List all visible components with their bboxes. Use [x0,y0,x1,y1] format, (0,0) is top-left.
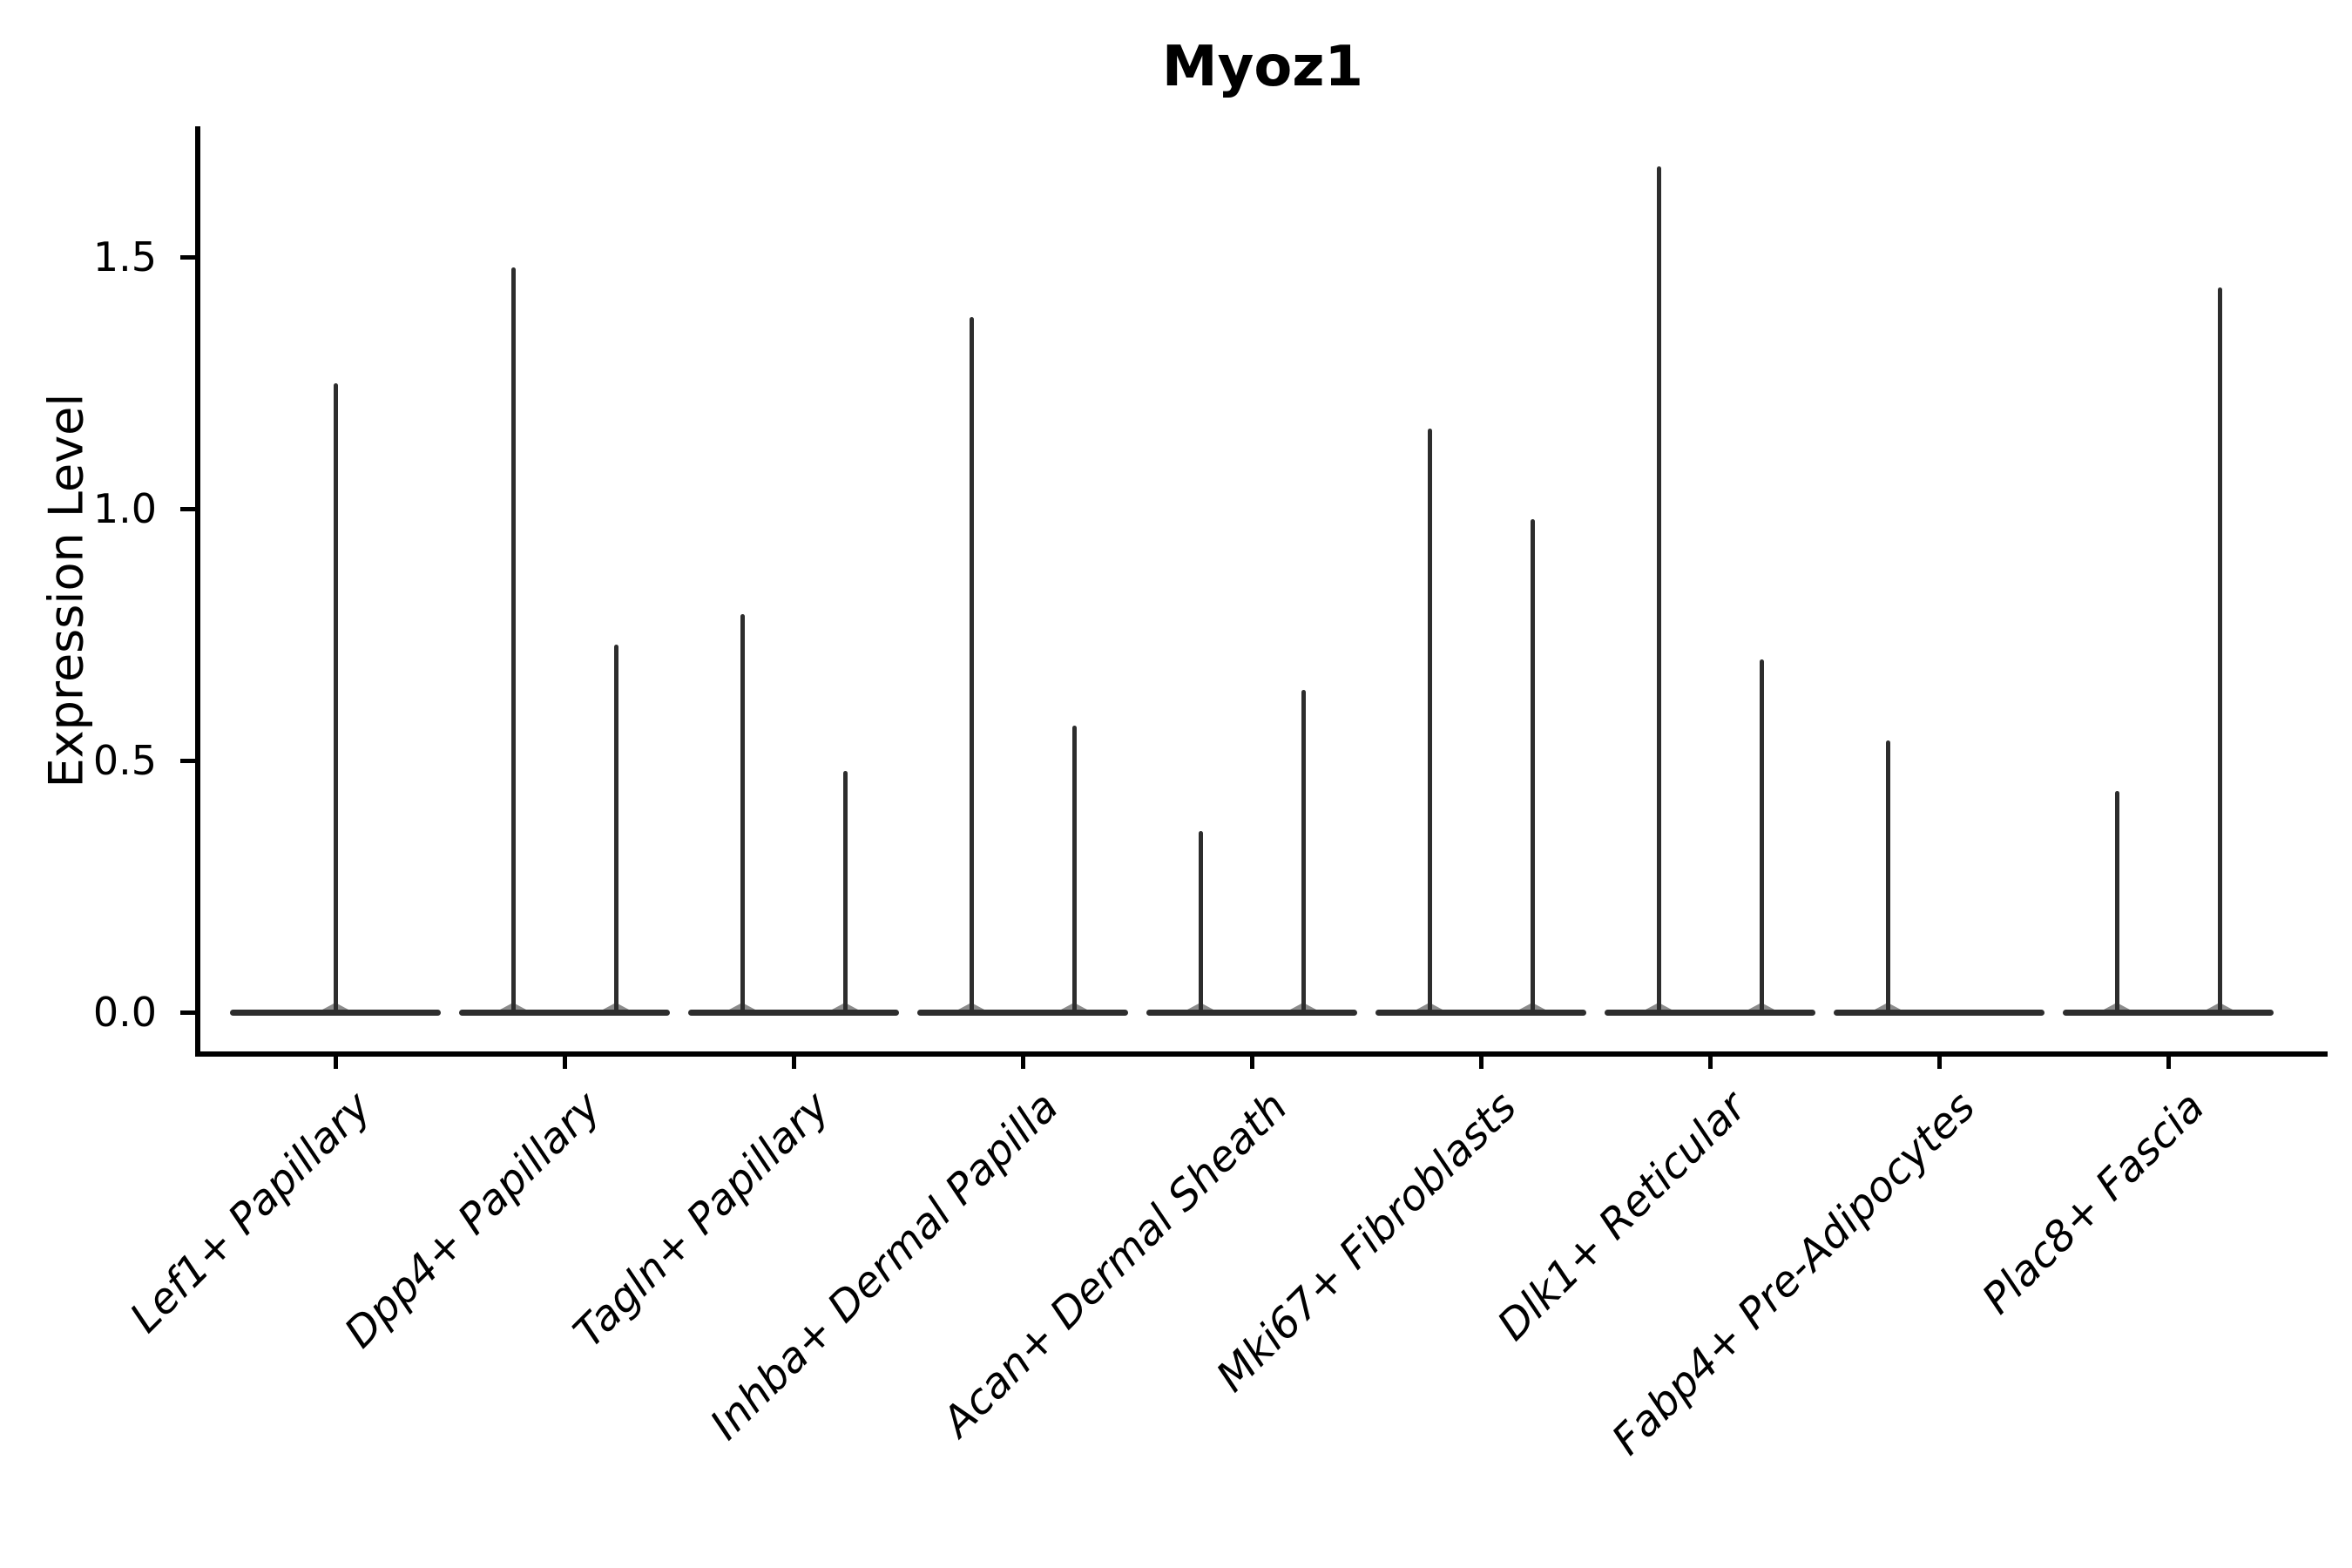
x-tick-mark [791,1054,796,1069]
violin-spike [1301,690,1306,1014]
x-tick-mark [2166,1054,2171,1069]
x-axis-spine [195,1051,2328,1057]
x-tick-mark [1020,1054,1025,1069]
x-axis-category-label: Fabp4+ Pre-Adipocytes [1602,1082,1985,1465]
violin-spike [740,614,745,1014]
violin-spike [1071,725,1077,1014]
violin-foot [958,1002,984,1010]
violin-foot [1416,1002,1443,1010]
violin-spike [1427,428,1432,1014]
violin-spike [1759,659,1764,1014]
violin-foot [1061,1002,1087,1010]
y-axis-spine [195,126,200,1057]
violin-foot [1290,1002,1316,1010]
violin-spike [613,645,618,1014]
y-tick-mark [180,758,195,763]
y-tick-mark [180,254,195,260]
violin-baseline [1605,1009,1815,1016]
x-tick-mark [333,1054,338,1069]
y-tick-label: 1.5 [92,233,157,280]
x-tick-mark [1936,1054,1942,1069]
violin-foot [1646,1002,1672,1010]
y-tick-label: 1.0 [92,485,157,532]
violin-spike [333,382,338,1014]
violin-spike [2217,287,2222,1014]
violin-foot [1875,1002,1901,1010]
violin-spike [1198,830,1203,1014]
y-tick-mark [180,1010,195,1015]
y-tick-mark [180,506,195,511]
violin-spike [1656,166,1661,1014]
violin-spike [969,317,974,1014]
y-tick-label: 0.0 [92,989,157,1036]
violin-baseline [688,1009,899,1016]
violin-baseline [917,1009,1128,1016]
violin-foot [729,1002,755,1010]
violin-baseline [2063,1009,2274,1016]
x-axis-category-label: Plac8+ Fascia [1972,1082,2214,1324]
violin-foot [1187,1002,1213,1010]
violin-spike [842,770,848,1014]
x-axis-category-label: Tagln+ Papillary [564,1082,840,1357]
y-tick-label: 0.5 [92,737,157,784]
x-tick-mark [1478,1054,1484,1069]
violin-baseline [1834,1009,2044,1016]
violin-foot [1519,1002,1545,1010]
violin-foot [832,1002,858,1010]
violin-baseline [1375,1009,1586,1016]
violin-foot [322,1002,348,1010]
violin-foot [603,1002,629,1010]
x-axis-category-label: Lef1+ Papillary [121,1082,382,1342]
y-axis-title: Expression Level [38,393,94,787]
violin-spike [2114,790,2119,1014]
x-tick-mark [1249,1054,1254,1069]
violin-baseline [1146,1009,1357,1016]
violin-foot [500,1002,526,1010]
violin-foot [2104,1002,2130,1010]
x-tick-mark [1707,1054,1713,1069]
violin-spike [510,267,516,1014]
violin-foot [2207,1002,2233,1010]
x-axis-category-label: Dpp4+ Papillary [335,1082,611,1358]
x-tick-mark [562,1054,567,1069]
violin-foot [1748,1002,1774,1010]
x-axis-category-label: Dlk1+ Reticular [1487,1082,1756,1350]
chart-title: Myoz1 [1161,35,1364,99]
violin-spike [1530,518,1535,1014]
violin-spike [1885,740,1890,1014]
violin-baseline [459,1009,670,1016]
